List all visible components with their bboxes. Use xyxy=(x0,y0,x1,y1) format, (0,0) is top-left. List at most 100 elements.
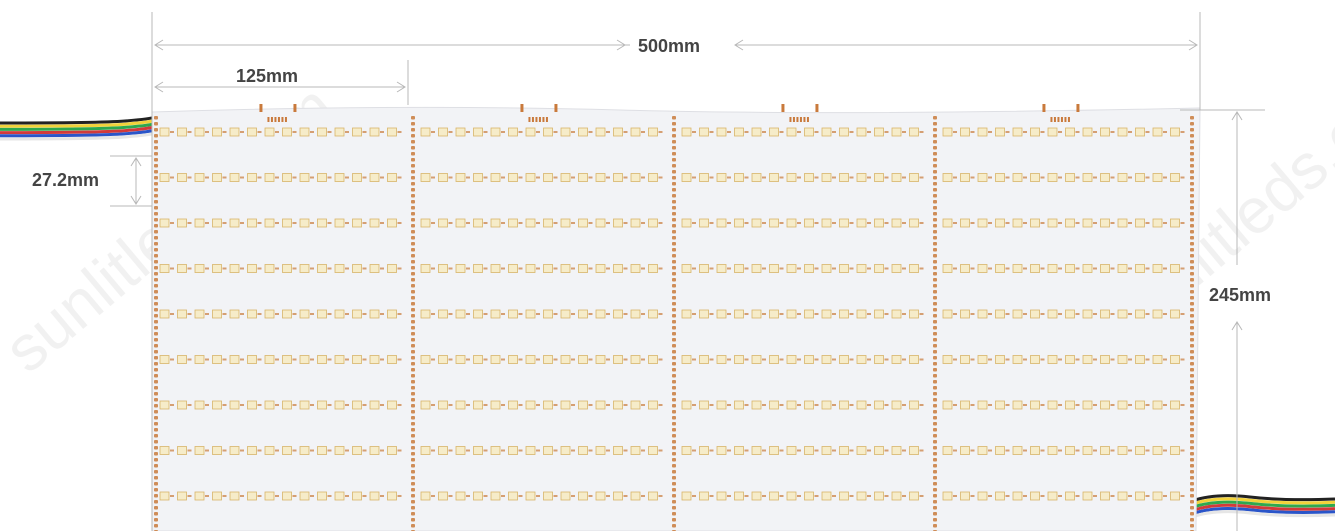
led-resistor xyxy=(988,131,992,133)
led-resistor xyxy=(1005,404,1010,406)
led-chip xyxy=(543,491,553,501)
trace-dot xyxy=(1190,188,1194,192)
trace-dot xyxy=(933,260,937,264)
led-resistor xyxy=(205,495,209,497)
connector-pin xyxy=(538,117,541,122)
led-chip xyxy=(212,264,222,273)
led-resistor xyxy=(362,267,367,270)
led-chip xyxy=(1082,173,1093,182)
led-resistor xyxy=(222,449,227,452)
led-resistor xyxy=(1180,495,1185,497)
led-chip xyxy=(578,491,588,501)
led-resistor xyxy=(345,358,349,361)
trace-dot xyxy=(1190,146,1194,150)
led-resistor xyxy=(222,313,227,315)
led-chip xyxy=(317,264,327,273)
led-chip xyxy=(317,309,327,319)
led-resistor xyxy=(970,449,975,452)
led-chip xyxy=(508,400,518,410)
led-chip xyxy=(1152,309,1163,319)
led-chip xyxy=(543,127,553,137)
led-chip xyxy=(438,173,448,182)
led-chip xyxy=(212,127,222,137)
led-chip xyxy=(1082,446,1093,455)
led-resistor xyxy=(727,449,731,452)
led-chip xyxy=(613,400,623,410)
led-chip xyxy=(473,355,483,364)
led-resistor xyxy=(797,449,801,452)
trace-dot xyxy=(154,278,158,282)
trace-dot xyxy=(1190,464,1194,468)
led-chip xyxy=(734,491,744,501)
led-chip xyxy=(317,127,327,137)
led-resistor xyxy=(1110,358,1115,361)
led-resistor xyxy=(187,313,192,315)
led-chip xyxy=(1082,355,1093,364)
trace-dot xyxy=(154,272,158,276)
led-resistor xyxy=(380,449,384,452)
led-resistor xyxy=(779,358,784,361)
trace-dot xyxy=(933,392,937,396)
led-chip xyxy=(1170,491,1180,501)
led-chip xyxy=(1047,264,1058,273)
led-resistor xyxy=(884,222,889,224)
led-chip xyxy=(490,491,501,501)
led-chip xyxy=(595,400,606,410)
led-resistor xyxy=(362,449,367,452)
led-resistor xyxy=(170,358,174,361)
led-resistor xyxy=(970,404,975,406)
trace-dot xyxy=(933,404,937,408)
led-chip xyxy=(613,218,623,228)
trace-dot xyxy=(411,116,415,120)
led-chip xyxy=(595,173,606,182)
led-resistor xyxy=(536,495,540,497)
led-resistor xyxy=(448,267,453,270)
trace-dot xyxy=(1190,314,1194,318)
trace-dot xyxy=(933,164,937,168)
led-chip xyxy=(1170,355,1180,364)
trace-dot xyxy=(933,506,937,510)
led-resistor xyxy=(884,267,889,270)
trace-dot xyxy=(411,356,415,360)
led-chip xyxy=(473,218,483,228)
led-chip xyxy=(229,446,240,455)
trace-dot xyxy=(933,494,937,498)
led-chip xyxy=(942,127,953,137)
led-chip xyxy=(543,173,553,182)
led-resistor xyxy=(744,358,749,361)
led-resistor xyxy=(448,313,453,315)
led-chip xyxy=(560,264,571,273)
led-chip xyxy=(786,173,797,182)
led-chip xyxy=(995,491,1005,501)
led-resistor xyxy=(1058,404,1062,406)
led-chip xyxy=(420,218,431,228)
trace-dot xyxy=(1190,122,1194,126)
led-chip xyxy=(455,355,466,364)
led-chip xyxy=(751,127,762,137)
led-chip xyxy=(247,400,257,410)
led-chip xyxy=(420,491,431,501)
led-chip xyxy=(874,264,884,273)
led-chip xyxy=(595,264,606,273)
trace-dot xyxy=(411,446,415,450)
led-resistor xyxy=(431,176,435,179)
trace-dot xyxy=(933,134,937,138)
led-resistor xyxy=(797,222,801,224)
led-resistor xyxy=(1163,176,1167,179)
led-resistor xyxy=(1040,449,1045,452)
trace-dot xyxy=(933,152,937,156)
led-resistor xyxy=(884,449,889,452)
trace-dot xyxy=(672,422,676,426)
led-chip xyxy=(1030,446,1040,455)
trace-dot xyxy=(411,422,415,426)
trace-dot xyxy=(411,314,415,318)
led-resistor xyxy=(641,176,645,179)
led-resistor xyxy=(571,449,575,452)
led-chip xyxy=(839,446,849,455)
led-chip xyxy=(1135,355,1145,364)
led-chip xyxy=(716,491,727,501)
led-resistor xyxy=(1005,222,1010,224)
led-chip xyxy=(194,309,205,319)
trace-dot xyxy=(672,398,676,402)
trace-dot xyxy=(1190,218,1194,222)
